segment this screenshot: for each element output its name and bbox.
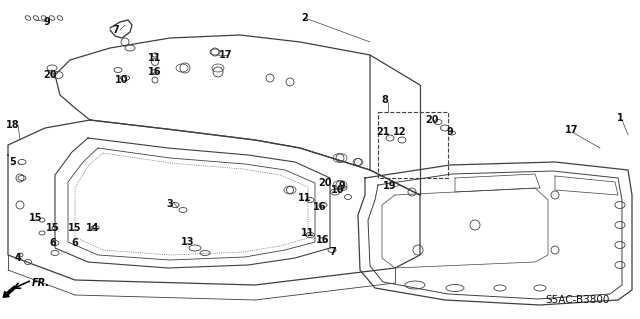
Text: 15: 15: [29, 213, 43, 223]
Text: 1: 1: [616, 113, 623, 123]
Text: 5: 5: [10, 157, 17, 167]
Text: 12: 12: [393, 127, 407, 137]
Text: 20: 20: [425, 115, 439, 125]
Text: 8: 8: [381, 95, 388, 105]
Text: 7: 7: [113, 25, 120, 35]
Text: 13: 13: [181, 237, 195, 247]
Text: 20: 20: [318, 178, 332, 188]
Text: 16: 16: [148, 67, 162, 77]
Text: 20: 20: [44, 70, 57, 80]
Text: 21: 21: [376, 127, 390, 137]
Text: FR.: FR.: [32, 278, 50, 288]
Text: 16: 16: [316, 235, 330, 245]
Text: 10: 10: [332, 185, 345, 195]
Text: 11: 11: [301, 228, 315, 238]
Text: 3: 3: [166, 199, 173, 209]
Text: 6: 6: [50, 238, 56, 248]
Text: 11: 11: [148, 53, 162, 63]
Text: 19: 19: [383, 181, 397, 191]
Text: 15: 15: [46, 223, 60, 233]
Text: 9: 9: [339, 181, 346, 191]
Text: 14: 14: [86, 223, 100, 233]
Bar: [378, 112, 448, 178]
Text: S5AC-B3800: S5AC-B3800: [545, 295, 609, 305]
FancyArrow shape: [3, 286, 16, 297]
Text: 10: 10: [115, 75, 129, 85]
Text: 4: 4: [15, 253, 21, 263]
Text: 15: 15: [68, 223, 82, 233]
Text: 11: 11: [298, 193, 312, 203]
Text: 9: 9: [447, 127, 453, 137]
Text: 2: 2: [301, 13, 308, 23]
Text: 16: 16: [313, 202, 327, 212]
Text: 17: 17: [565, 125, 579, 135]
Text: 6: 6: [72, 238, 78, 248]
Text: 18: 18: [6, 120, 20, 130]
Text: 17: 17: [220, 50, 233, 60]
Text: 7: 7: [330, 247, 337, 257]
Text: 9: 9: [44, 17, 51, 27]
